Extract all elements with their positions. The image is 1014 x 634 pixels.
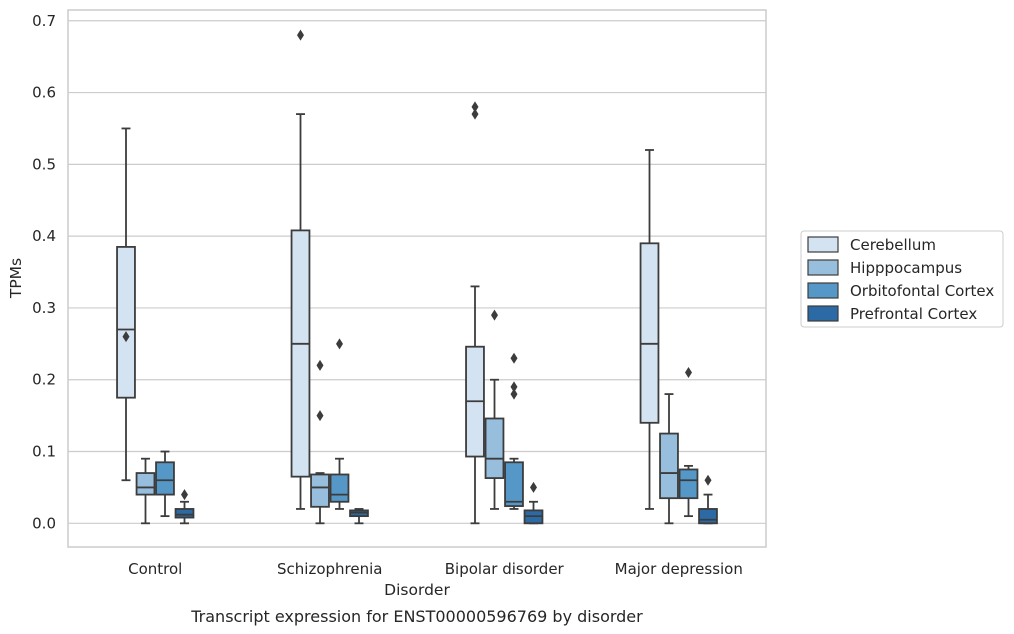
box-group	[678, 367, 699, 518]
y-tick-label: 0.3	[32, 299, 56, 317]
outlier-point	[510, 381, 518, 393]
box-group	[155, 450, 175, 518]
box	[310, 473, 330, 508]
box	[504, 461, 524, 507]
box	[290, 229, 311, 478]
box-group	[639, 149, 660, 510]
box	[639, 242, 660, 424]
box-group	[174, 489, 195, 525]
box-group	[329, 338, 350, 510]
x-axis-ticks: Control Schizophrenia Bipolar disorder Majo…	[128, 560, 743, 578]
outlier-point	[704, 474, 712, 486]
y-axis-label: TPMs	[7, 258, 25, 299]
outlier-point	[336, 338, 343, 350]
outlier-point	[297, 29, 304, 41]
box-group	[310, 359, 330, 525]
box-groups	[116, 29, 718, 525]
x-tick-label: Major depression	[615, 560, 743, 578]
legend-frame	[800, 230, 1004, 328]
box-group	[698, 474, 718, 525]
box-group	[290, 29, 311, 510]
y-axis-ticks: 0.0 0.1 0.2 0.3 0.4 0.5 0.6 0.7	[32, 12, 56, 533]
y-tick-label: 0.4	[32, 227, 56, 245]
box	[678, 468, 699, 500]
box	[329, 473, 350, 503]
legend-swatch	[807, 305, 839, 322]
box-group	[484, 309, 505, 510]
legend-label: Prefrontal Cortex	[850, 305, 977, 323]
x-axis-label: Disorder	[384, 581, 450, 599]
outlier-point	[491, 309, 498, 321]
y-tick-label: 0.2	[32, 371, 56, 389]
x-tick-label: Bipolar disorder	[445, 560, 565, 578]
legend-label: Cerebellum	[850, 236, 936, 254]
box	[155, 461, 175, 496]
outlier-point	[471, 101, 479, 113]
box	[484, 417, 505, 479]
box	[135, 472, 156, 496]
y-tick-label: 0.7	[32, 12, 56, 30]
box-group	[465, 101, 485, 525]
legend-swatch	[807, 282, 839, 299]
x-tick-label: Schizophrenia	[277, 560, 382, 578]
box-group	[659, 393, 679, 525]
legend-label: Hipppocampus	[850, 259, 962, 277]
box-group	[504, 352, 524, 510]
box-group	[116, 127, 136, 482]
box	[698, 508, 718, 525]
legend-label: Orbitofontal Cortex	[850, 282, 994, 300]
legend-swatch	[807, 259, 839, 276]
box	[659, 432, 679, 500]
plot-frame	[67, 9, 767, 548]
x-tick-label: Control	[128, 560, 182, 578]
y-tick-label: 0.0	[32, 514, 56, 532]
legend-swatch	[807, 236, 839, 253]
outlier-point	[510, 352, 518, 364]
chart-caption: Transcript expression for ENST0000059676…	[190, 607, 643, 626]
box	[174, 508, 195, 519]
y-tick-label: 0.5	[32, 155, 56, 173]
outlier-point	[316, 359, 324, 371]
outlier-point	[510, 388, 518, 400]
outlier-point	[181, 489, 188, 501]
outlier-point	[685, 367, 692, 379]
box-group	[349, 508, 369, 525]
box	[116, 246, 136, 399]
y-tick-label: 0.6	[32, 84, 56, 102]
y-tick-label: 0.1	[32, 443, 56, 461]
box-group	[135, 457, 156, 525]
box-group	[523, 481, 544, 525]
outlier-point	[122, 331, 130, 343]
outlier-point	[471, 108, 479, 120]
outlier-point	[530, 481, 537, 493]
legend: Cerebellum Hipppocampus Orbitofontal Corte…	[800, 230, 1004, 328]
outlier-point	[316, 410, 324, 422]
